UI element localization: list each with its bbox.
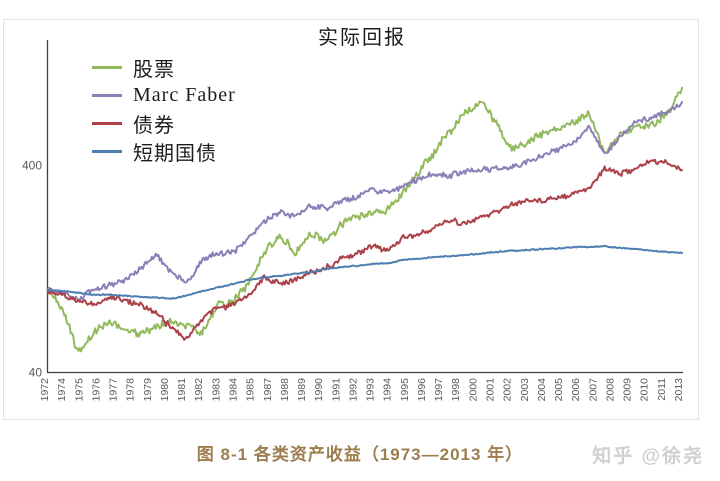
- x-tick-label: 1978: [125, 378, 137, 402]
- x-tick-label: 1974: [56, 378, 68, 402]
- legend-line-icon-bonds: [92, 121, 122, 125]
- x-tick-label: 1976: [90, 378, 102, 402]
- x-tick-label: 1998: [450, 378, 462, 402]
- watermark: 知乎 @徐尧: [592, 446, 704, 467]
- x-tick-label: 1981: [176, 378, 188, 402]
- x-tick-label: 1984: [227, 378, 239, 402]
- y-tick-label: 40: [29, 366, 43, 380]
- series-line-tbills: [46, 244, 683, 300]
- x-tick-label: 2000: [467, 378, 479, 402]
- x-tick-label: 1987: [262, 378, 274, 402]
- x-tick-label: 2005: [553, 378, 565, 402]
- x-tick-label: 1977: [108, 378, 120, 402]
- x-tick-label: 1982: [193, 378, 205, 402]
- x-tick-label: 2006: [570, 378, 582, 402]
- x-tick-label: 1988: [279, 378, 291, 402]
- x-tick-label: 2002: [502, 378, 514, 402]
- x-tick-label: 2010: [639, 378, 651, 402]
- x-tick-label: 1997: [433, 378, 445, 402]
- legend-label-bonds: 债券: [133, 114, 175, 137]
- x-tick-label: 2013: [673, 378, 685, 402]
- legend-label-stocks: 股票: [133, 58, 175, 81]
- chart-title: 实际回报: [318, 27, 406, 49]
- legend-line-icon-stocks: [92, 65, 122, 69]
- x-tick-label: 1996: [416, 378, 428, 402]
- legend-item-stocks: 股票: [92, 53, 236, 81]
- legend-line-icon-faber: [92, 93, 122, 97]
- legend: 股票 Marc Faber 债券短期国债: [92, 53, 236, 165]
- legend-line-icon-tbills: [92, 149, 122, 153]
- figure-caption: 图 8-1 各类资产收益（1973—2013 年）: [196, 445, 524, 464]
- series-line-bonds: [46, 158, 683, 341]
- x-tick-label: 2011: [656, 378, 668, 401]
- x-tick-label: 1991: [330, 378, 342, 402]
- x-tick-label: 1990: [313, 378, 325, 402]
- x-tick-label: 1993: [365, 378, 377, 402]
- series-line-faber: [46, 101, 683, 302]
- x-tick-label: 2001: [485, 378, 497, 402]
- x-tick-label: 1995: [399, 378, 411, 402]
- legend-item-bonds: 债券: [92, 109, 236, 137]
- x-tick-label: 1975: [73, 378, 85, 402]
- x-tick-label: 2003: [519, 378, 531, 402]
- legend-label-faber: Marc Faber: [133, 83, 236, 106]
- x-tick-label: 1994: [382, 378, 394, 402]
- series-line-stocks: [46, 86, 683, 353]
- x-tick-label: 1979: [142, 378, 154, 402]
- y-tick-label: 400: [22, 159, 42, 173]
- x-tick-label: 2004: [536, 378, 548, 402]
- x-tick-label: 2007: [587, 378, 599, 402]
- x-tick-label: 2008: [604, 378, 616, 402]
- x-tick-label: 1985: [245, 378, 257, 402]
- x-tick-label: 1980: [159, 378, 171, 402]
- legend-item-tbills: 短期国债: [92, 137, 236, 165]
- x-tick-label: 1983: [210, 378, 222, 402]
- x-tick-label: 1972: [39, 378, 51, 402]
- x-tick-label: 1992: [347, 378, 359, 402]
- legend-label-tbills: 短期国债: [133, 142, 217, 165]
- legend-item-faber: Marc Faber: [92, 81, 236, 109]
- x-tick-label: 1989: [296, 378, 308, 402]
- x-tick-label: 2009: [622, 378, 634, 402]
